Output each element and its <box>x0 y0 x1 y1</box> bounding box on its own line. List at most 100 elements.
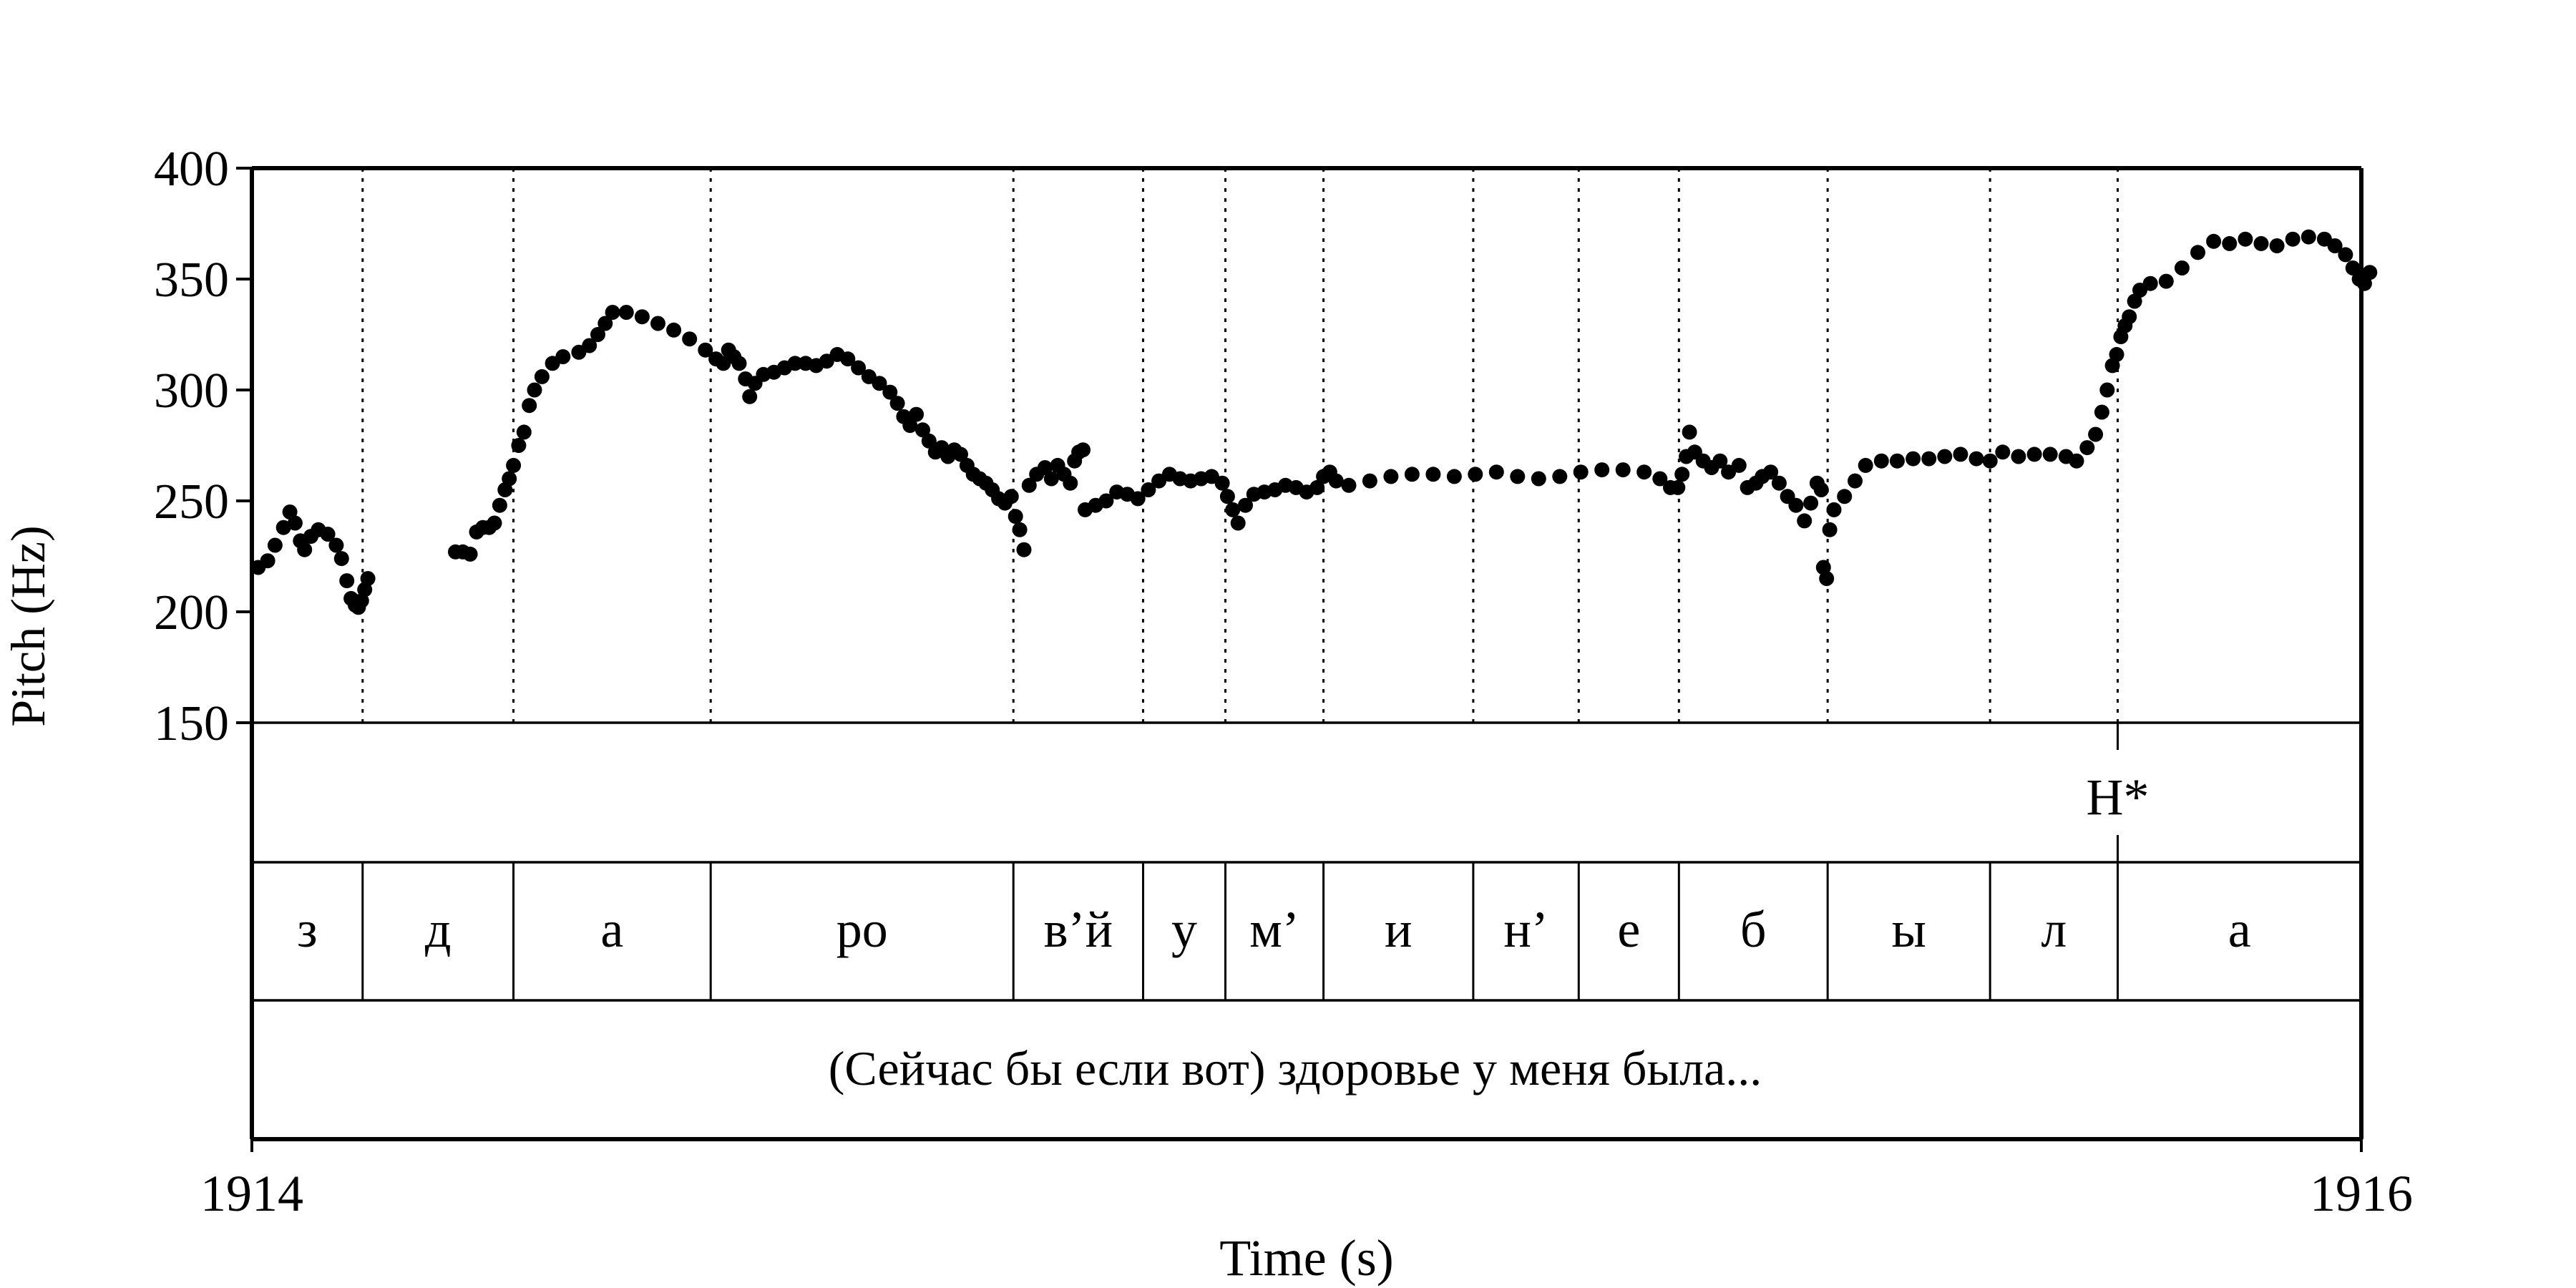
pitch-point <box>1043 471 1059 487</box>
pitch-point <box>1008 509 1023 525</box>
annotation-tiers: H* з д а ро в’й у м’ и н’ е б ы л а <box>252 721 2361 1002</box>
pitch-point <box>1712 453 1728 469</box>
pitch-point <box>1771 475 1787 491</box>
pitch-point <box>502 471 517 487</box>
pitch-point <box>1531 471 1546 487</box>
pitch-point <box>889 396 905 411</box>
pitch-point <box>2206 233 2222 249</box>
pitch-point <box>2345 260 2361 275</box>
pitch-point <box>953 447 968 462</box>
pitch-point <box>1822 522 1838 537</box>
pitch-point <box>492 497 507 513</box>
segment-label: з <box>297 901 317 958</box>
pitch-point <box>267 537 283 553</box>
pitch-point <box>1788 497 1804 513</box>
pitch-point <box>1937 449 1953 464</box>
pitch-point <box>618 305 634 320</box>
pitch-point <box>2079 440 2095 456</box>
pitch-point <box>872 376 887 391</box>
pitch-point <box>2362 265 2378 280</box>
segment-label: н’ <box>1503 901 1548 958</box>
pitch-point <box>1141 482 1156 497</box>
pitch-point <box>360 571 376 586</box>
x-axis-label: Time (s) <box>1219 1229 1393 1287</box>
segment-label: у <box>1171 901 1197 958</box>
pitch-point <box>1858 457 1873 473</box>
pitch-point <box>1953 447 1968 462</box>
pitch-point <box>1573 464 1589 480</box>
pitch-point <box>1594 462 1610 478</box>
segment-label: а <box>2228 901 2251 958</box>
pitch-point <box>534 369 550 384</box>
pitch-point <box>915 422 930 438</box>
pitch-point <box>2253 235 2269 251</box>
pitch-point <box>2238 231 2253 247</box>
pitch-point <box>1446 469 1462 484</box>
pitch-point <box>462 546 478 562</box>
pitch-point <box>1425 467 1441 482</box>
pitch-point <box>516 424 532 440</box>
pitch-point <box>1813 482 1829 497</box>
pitch-point <box>1230 515 1246 531</box>
pitch-point <box>2122 309 2137 325</box>
pitch-point <box>1214 475 1230 491</box>
pitch-point <box>320 527 336 542</box>
pitch-point <box>634 309 650 325</box>
pitch-point <box>1731 457 1747 473</box>
pitch-point <box>1383 469 1399 484</box>
y-tick-label: 400 <box>154 142 229 197</box>
pitch-point <box>605 305 620 320</box>
pitch-point <box>1995 444 2011 460</box>
pitch-point <box>260 553 275 569</box>
axes: 150 200 250 300 350 400 1914 1916 <box>154 142 2413 1222</box>
pitch-point <box>2109 346 2124 362</box>
pitch-point <box>650 316 665 331</box>
pitch-point <box>2190 245 2205 260</box>
segment-label: б <box>1740 901 1767 958</box>
y-tick-label: 300 <box>154 364 229 419</box>
pitch-point <box>1021 477 1037 493</box>
pitch-point <box>1636 464 1652 480</box>
pitch-point <box>1362 473 1377 489</box>
pitch-point <box>2042 447 2058 462</box>
pitch-point <box>2094 404 2109 420</box>
pitch-point <box>1098 493 1114 509</box>
segment-label: е <box>1617 901 1640 958</box>
pitch-point <box>527 382 542 398</box>
pitch-point <box>2285 231 2301 247</box>
pitch-point <box>1510 469 1526 484</box>
pitch-point <box>1468 467 1483 482</box>
pitch-point <box>2069 453 2084 469</box>
pitch-point <box>1328 473 1344 489</box>
segment-label: ы <box>1891 901 1926 958</box>
pitch-point <box>2301 229 2316 245</box>
pitch-point <box>2099 382 2115 398</box>
y-axis-label: Pitch (Hz) <box>1 525 55 726</box>
pitch-point <box>742 389 758 404</box>
pitch-point <box>339 573 355 589</box>
pitch-point <box>1238 497 1253 513</box>
x-tick-label: 1914 <box>200 1165 303 1222</box>
pitch-point <box>1225 502 1241 517</box>
segment-label: м’ <box>1249 901 1299 958</box>
pitch-point <box>1341 477 1357 493</box>
pitch-point <box>666 322 682 338</box>
pitch-point <box>1552 469 1568 484</box>
pitch-point <box>921 433 937 449</box>
pitch-point <box>1670 479 1686 495</box>
pitch-point <box>1309 479 1325 495</box>
pitch-point <box>1404 467 1420 482</box>
segment-label: а <box>600 901 623 958</box>
pitch-point <box>2142 275 2158 291</box>
pitch-point <box>682 331 698 347</box>
pitch-point <box>522 398 537 414</box>
pitch-point <box>333 551 349 567</box>
pitch-point <box>1906 451 1921 467</box>
pitch-point <box>1826 502 1842 517</box>
pitch-point <box>328 537 344 553</box>
pitch-point <box>506 457 522 473</box>
pitch-point <box>2269 238 2285 253</box>
pitch-point <box>2011 449 2026 464</box>
pitch-point <box>851 360 867 376</box>
